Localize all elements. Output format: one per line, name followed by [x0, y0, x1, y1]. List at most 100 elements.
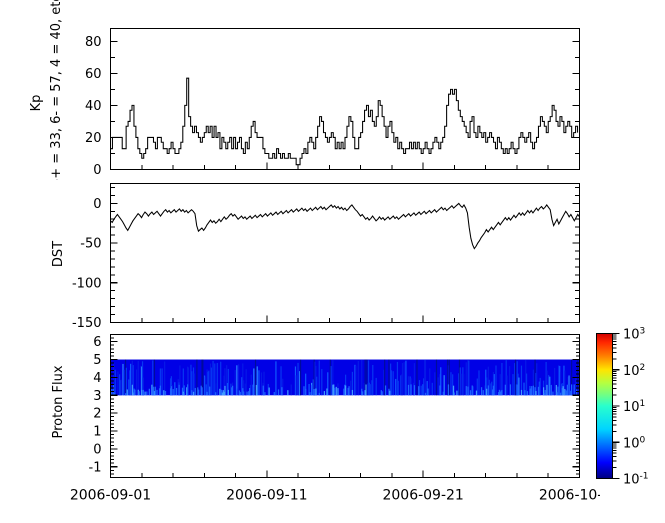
- kp-data-series: [110, 77, 579, 166]
- cb-tick-exponent: 2: [640, 363, 646, 373]
- pf-stripe-bright: [248, 391, 250, 396]
- kp-y-tick-label: 80: [85, 35, 102, 50]
- pf-stripe: [297, 362, 299, 396]
- pf-stripe: [418, 380, 421, 396]
- pf-stripe: [375, 377, 377, 396]
- pf-stripe-bright: [264, 392, 266, 396]
- pf-stripe: [554, 367, 556, 396]
- pf-stripe-dark: [446, 359, 449, 396]
- pf-stripe-bright: [456, 390, 458, 396]
- pf-stripe-bright: [347, 387, 349, 396]
- pf-stripe: [395, 378, 397, 396]
- pf-stripe-bright: [389, 390, 391, 396]
- pf-stripe-dark: [448, 359, 450, 396]
- pf-stripe: [132, 365, 134, 396]
- pf-stripe: [525, 373, 528, 396]
- pf-stripe-bright: [223, 391, 225, 396]
- pf-stripe: [117, 371, 119, 396]
- pf-stripe-bright: [303, 386, 305, 396]
- pf-stripe-bright: [555, 384, 557, 396]
- dst-y-tick-label: -100: [72, 276, 102, 291]
- pf-stripe-bright: [520, 389, 523, 396]
- pf-stripe: [517, 373, 519, 396]
- pf-stripe: [245, 369, 247, 396]
- pf-stripe: [487, 366, 489, 396]
- pf-stripe-bright: [500, 390, 502, 396]
- pf-stripe-bright: [153, 391, 156, 396]
- pf-stripe-bright: [309, 392, 311, 396]
- pf-stripe-bright: [183, 393, 185, 396]
- pf-stripe: [548, 376, 551, 396]
- pf-stripe: [369, 384, 371, 396]
- pf-stripe: [424, 359, 427, 396]
- pf-stripe: [250, 374, 252, 396]
- pf-stripe: [452, 374, 454, 396]
- pf-stripe: [476, 378, 478, 396]
- pf-stripe: [249, 384, 252, 396]
- pf-stripe: [128, 379, 130, 396]
- proton-flux-axis-title: Proton Flux: [51, 365, 66, 438]
- pf-stripe-bright: [170, 386, 173, 396]
- pf-stripe-bright: [453, 392, 455, 396]
- pf-stripe: [516, 361, 518, 396]
- pf-stripe-bright: [181, 387, 184, 396]
- pf-stripe: [130, 363, 132, 396]
- pf-stripe: [560, 383, 563, 396]
- pf-stripe: [260, 372, 263, 396]
- pf-stripe: [429, 368, 431, 396]
- pf-stripe-bright: [465, 386, 467, 396]
- pf-stripe-bright: [277, 389, 280, 396]
- pf-stripe-bright: [381, 391, 383, 396]
- pf-stripe: [256, 366, 258, 396]
- pf-stripe-bright: [220, 389, 223, 396]
- pf-stripe: [206, 369, 208, 396]
- pf-stripe-bright: [113, 384, 115, 396]
- pf-stripe-bright: [273, 392, 275, 396]
- pf-stripe-bright: [255, 384, 258, 396]
- pf-stripe: [330, 366, 332, 396]
- pf-stripe: [191, 371, 193, 396]
- kp-y-axis: 0 20 40 60 80: [85, 35, 580, 178]
- pf-stripe: [207, 371, 209, 396]
- pf-stripe: [495, 365, 497, 396]
- pf-stripe: [224, 368, 226, 396]
- pf-stripe-dark: [534, 359, 536, 396]
- pf-stripe: [209, 363, 212, 396]
- x-axis-label: 2006-09-21: [382, 488, 463, 504]
- pf-stripe: [351, 371, 353, 396]
- pf-stripe-bright: [516, 384, 518, 396]
- pf-stripe: [397, 380, 399, 396]
- pf-stripe-bright: [248, 388, 251, 396]
- pf-stripe: [515, 384, 517, 396]
- pf-stripe-bright: [158, 388, 161, 396]
- pf-stripe-bright: [215, 392, 217, 396]
- pf-stripe: [159, 368, 161, 396]
- pf-stripe: [431, 382, 433, 396]
- pf-stripe: [208, 370, 210, 396]
- pf-stripe: [192, 367, 195, 396]
- pf-stripe-dark: [329, 359, 331, 396]
- pf-stripe-bright: [305, 388, 307, 396]
- pf-stripe: [315, 365, 317, 396]
- pf-stripe-bright: [144, 391, 146, 396]
- pf-stripe: [267, 383, 269, 396]
- pf-stripe: [514, 363, 516, 396]
- pf-stripe: [460, 373, 462, 396]
- pf-stripe-dark: [299, 359, 302, 396]
- pf-stripe-bright: [323, 391, 326, 396]
- pf-stripe: [485, 369, 487, 396]
- kp-axis-title: Kp (e.g. 3+ = 33, 6- = 57, 4 = 40, etc.): [29, 0, 64, 180]
- pf-stripe-dark: [435, 359, 438, 396]
- pf-stripe: [314, 361, 316, 396]
- proton-flux-y-axis: -1 0 1 2 3 4 5 6: [89, 334, 580, 478]
- x-axis-label: 2006-09-11: [226, 488, 307, 504]
- pf-stripe-bright: [333, 387, 336, 396]
- pf-stripe: [282, 378, 284, 396]
- pf-stripe: [164, 361, 166, 396]
- pf-y-tick-label: 1: [93, 425, 101, 440]
- pf-stripe-bright: [332, 384, 334, 396]
- pf-stripe-bright: [311, 385, 313, 396]
- pf-stripe: [308, 383, 310, 396]
- pf-stripe: [401, 374, 403, 396]
- pf-stripe: [312, 379, 314, 396]
